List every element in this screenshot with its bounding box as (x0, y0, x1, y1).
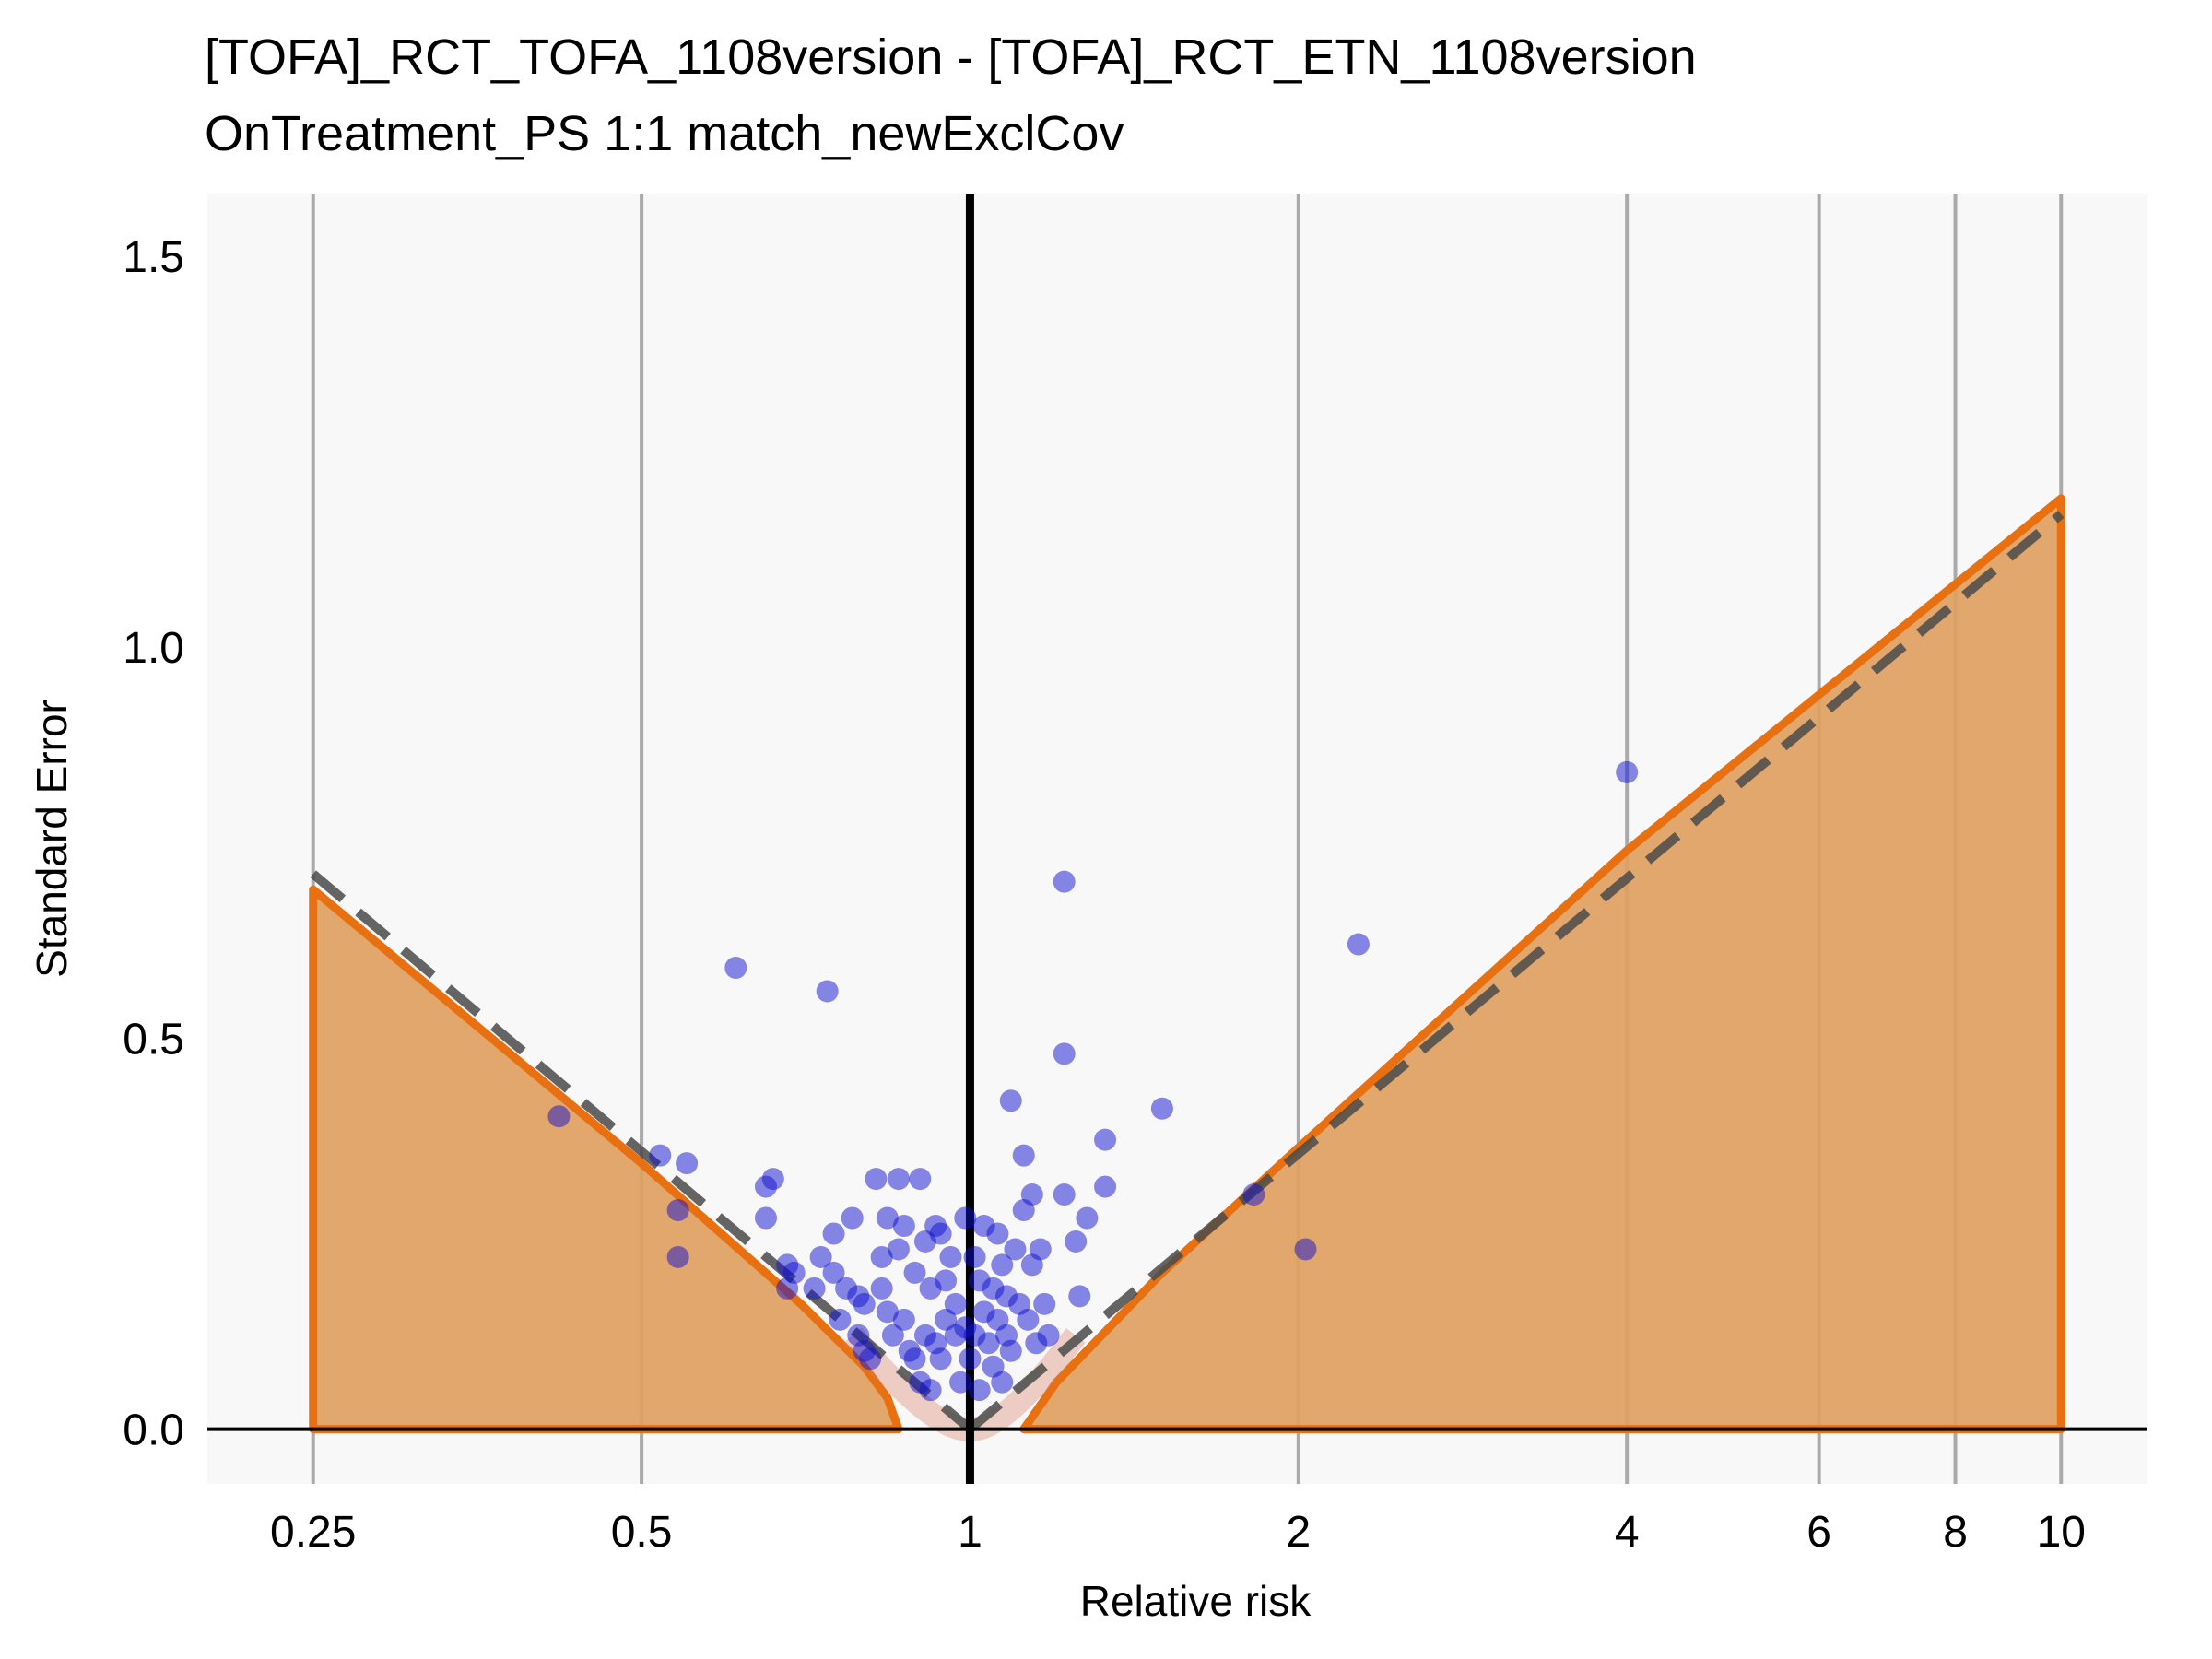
point-7 (761, 1168, 784, 1191)
point-34 (892, 1308, 915, 1331)
point-1 (649, 1144, 672, 1167)
point-73 (999, 1339, 1022, 1362)
x-tick-2: 2 (1286, 1508, 1311, 1557)
point-91 (1094, 1128, 1117, 1151)
point-8 (754, 1206, 777, 1230)
point-16 (822, 1261, 845, 1284)
point-17 (829, 1308, 852, 1331)
x-tick-6: 6 (1806, 1508, 1831, 1557)
y-tick-1.5: 1.5 (123, 233, 184, 282)
x-tick-labels: 0.25 0.5 1 2 4 6 8 10 (270, 1508, 2086, 1557)
x-tick-10: 10 (2037, 1508, 2086, 1557)
point-11 (782, 1261, 806, 1284)
point-24 (859, 1347, 882, 1371)
x-tick-8: 8 (1943, 1508, 1968, 1557)
point-53 (949, 1371, 972, 1394)
point-27 (870, 1277, 893, 1300)
point-2 (676, 1152, 699, 1175)
point-85 (1053, 870, 1076, 893)
point-28 (876, 1206, 899, 1230)
y-tick-1.0: 1.0 (123, 624, 184, 673)
point-97 (1616, 760, 1639, 783)
y-tick-labels: 0.0 0.5 1.0 1.5 (123, 233, 184, 1455)
point-88 (1065, 1230, 1088, 1253)
point-46 (929, 1222, 952, 1245)
y-axis-title: Standard Error (28, 700, 76, 978)
point-87 (1053, 1183, 1076, 1206)
point-80 (1020, 1183, 1043, 1206)
point-47 (929, 1347, 952, 1371)
point-69 (991, 1371, 1014, 1394)
point-25 (865, 1168, 888, 1191)
point-60 (968, 1379, 991, 1402)
point-54 (954, 1206, 977, 1230)
point-0 (547, 1105, 571, 1128)
point-57 (963, 1245, 986, 1268)
point-78 (1017, 1308, 1040, 1331)
y-tick-0.5: 0.5 (123, 1015, 184, 1064)
calibrated-region-left (309, 885, 903, 1434)
point-38 (909, 1168, 932, 1191)
point-5 (724, 957, 747, 979)
point-77 (1012, 1144, 1035, 1167)
x-tick-0.25: 0.25 (270, 1508, 356, 1557)
point-29 (876, 1300, 899, 1324)
point-48 (935, 1269, 958, 1292)
point-15 (822, 1222, 845, 1245)
chart-subtitle: OnTreatment_PS 1:1 match_newExclCov (205, 106, 1124, 161)
point-4 (666, 1245, 689, 1268)
x-axis-title: Relative risk (1080, 1577, 1312, 1625)
point-95 (1294, 1238, 1317, 1261)
point-31 (887, 1168, 910, 1191)
point-50 (939, 1245, 962, 1268)
point-89 (1068, 1285, 1091, 1308)
point-12 (803, 1277, 826, 1300)
point-94 (1242, 1183, 1265, 1206)
point-83 (1033, 1292, 1056, 1315)
reference-lines (207, 194, 2147, 1484)
dashed-line-right (967, 511, 2065, 1433)
point-56 (959, 1347, 982, 1371)
y-tick-0.0: 0.0 (123, 1406, 184, 1455)
point-66 (986, 1222, 1009, 1245)
x-tick-0.5: 0.5 (611, 1508, 673, 1557)
point-68 (991, 1253, 1014, 1277)
point-93 (1150, 1097, 1173, 1120)
point-82 (1029, 1238, 1052, 1261)
point-72 (999, 1089, 1022, 1112)
point-90 (1076, 1206, 1099, 1230)
point-32 (887, 1238, 910, 1261)
point-36 (903, 1261, 926, 1284)
point-86 (1053, 1042, 1076, 1065)
point-14 (816, 980, 839, 1003)
chart-title: [TOFA]_RCT_TOFA_1108version - [TOFA]_RCT… (205, 29, 1697, 85)
point-37 (903, 1347, 926, 1371)
point-33 (892, 1215, 915, 1237)
point-84 (1037, 1324, 1060, 1347)
point-96 (1347, 933, 1370, 956)
point-26 (870, 1245, 893, 1268)
point-43 (919, 1379, 942, 1402)
point-30 (881, 1324, 904, 1347)
point-52 (944, 1292, 967, 1315)
point-13 (809, 1245, 832, 1268)
x-tick-1: 1 (958, 1508, 982, 1557)
point-23 (853, 1292, 876, 1315)
estimate-points (547, 760, 1639, 1402)
x-tick-4: 4 (1615, 1508, 1640, 1557)
point-74 (1004, 1238, 1027, 1261)
point-63 (977, 1332, 1000, 1355)
point-19 (841, 1206, 864, 1230)
point-92 (1094, 1175, 1117, 1198)
point-3 (666, 1199, 689, 1222)
